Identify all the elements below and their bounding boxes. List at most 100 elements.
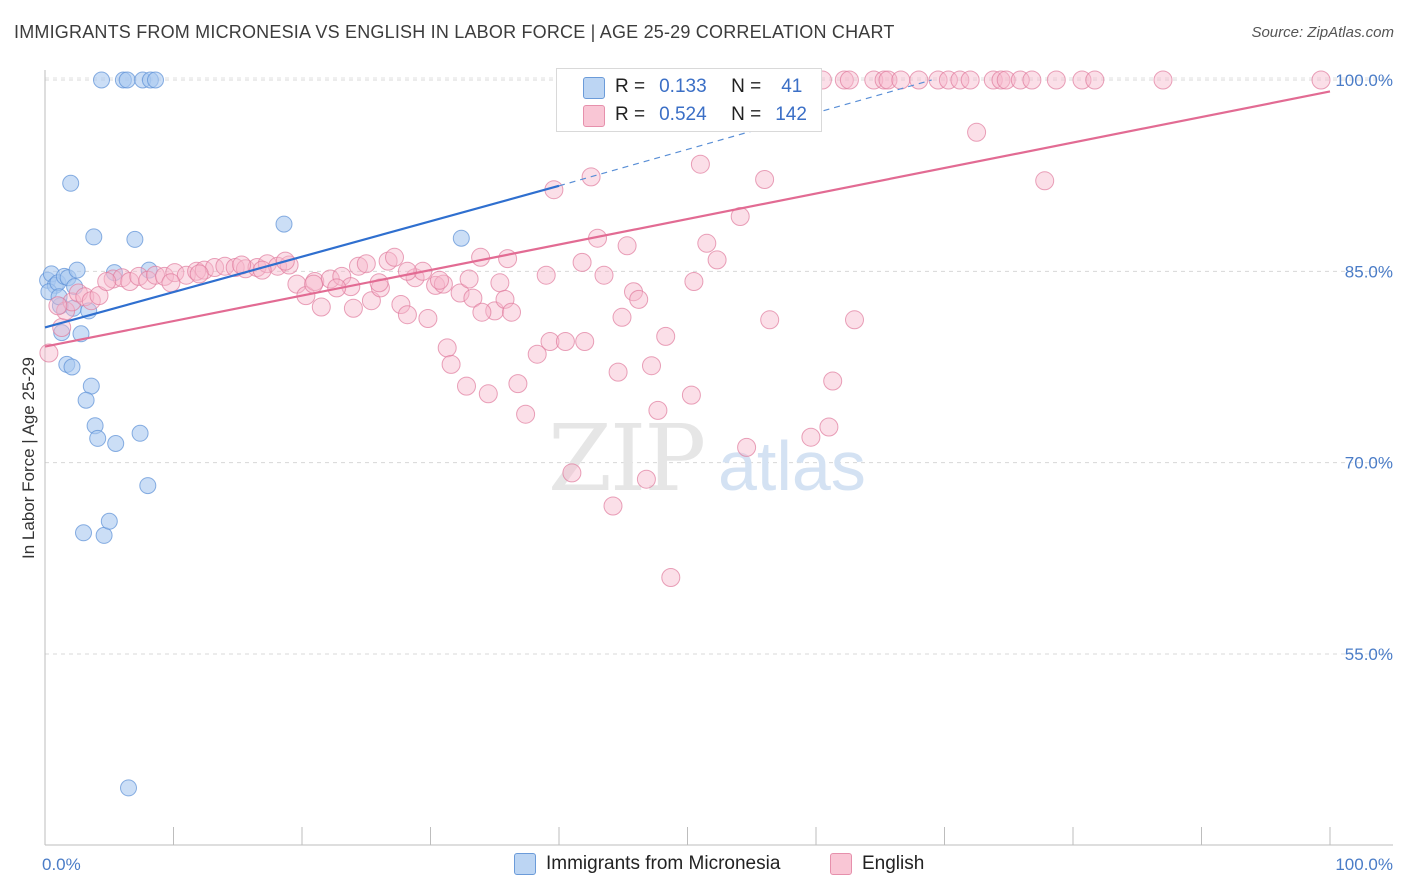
point-english bbox=[1010, 70, 1030, 90]
point-micronesia bbox=[131, 424, 149, 442]
bottom-legend-swatch bbox=[830, 853, 852, 875]
point-english bbox=[463, 288, 483, 308]
point-english bbox=[661, 568, 681, 587]
point-micronesia bbox=[89, 429, 107, 447]
trend-english bbox=[44, 90, 1331, 348]
legend-row-english: R = 0.524 N = 142 bbox=[615, 103, 807, 127]
point-english bbox=[1022, 70, 1042, 90]
point-english bbox=[1085, 70, 1105, 90]
bottom-legend-label: Immigrants from Micronesia bbox=[546, 853, 781, 874]
point-english bbox=[960, 70, 980, 90]
point-english bbox=[760, 310, 780, 330]
point-english bbox=[97, 272, 117, 291]
legend-n-label: N = bbox=[731, 104, 762, 125]
point-english bbox=[845, 310, 864, 330]
legend-swatch-micronesia bbox=[583, 77, 605, 99]
point-english bbox=[594, 265, 614, 285]
source-label: Source: ZipAtlas.com bbox=[1251, 24, 1394, 41]
point-english bbox=[823, 371, 843, 391]
x-tick-max: 100.0% bbox=[1335, 855, 1393, 874]
point-english bbox=[629, 289, 649, 309]
watermark-atlas: atlas bbox=[718, 427, 866, 505]
point-english bbox=[967, 122, 987, 142]
point-english bbox=[450, 283, 470, 303]
point-english bbox=[1311, 70, 1331, 90]
point-english bbox=[938, 70, 958, 90]
legend-r-value: 0.524 bbox=[659, 104, 707, 125]
point-english bbox=[490, 273, 510, 293]
point-english bbox=[612, 307, 632, 327]
point-english bbox=[572, 252, 592, 272]
point-english bbox=[311, 297, 331, 317]
point-english bbox=[834, 70, 854, 90]
legend-box: R = 0.133 N = 41 R = 0.524 N = 142 bbox=[556, 68, 822, 132]
point-english bbox=[165, 263, 185, 283]
point-english bbox=[874, 70, 894, 90]
trend-lines bbox=[44, 79, 1331, 348]
y-axis-label: In Labor Force | Age 25-29 bbox=[19, 357, 38, 559]
point-english bbox=[642, 356, 661, 376]
point-english bbox=[304, 274, 324, 294]
y-tick-label: 100.0% bbox=[1335, 71, 1393, 90]
legend-r-label: R = bbox=[615, 76, 646, 97]
legend-r-value: 0.133 bbox=[659, 76, 707, 97]
point-english bbox=[161, 273, 181, 293]
y-tick-label: 55.0% bbox=[1345, 645, 1393, 664]
point-english bbox=[508, 374, 528, 394]
trend-micronesia bbox=[44, 184, 560, 329]
point-english bbox=[755, 170, 775, 189]
point-english bbox=[1035, 171, 1055, 191]
legend-n-value: 41 bbox=[781, 76, 803, 97]
point-english bbox=[864, 70, 884, 90]
y-tick-label: 70.0% bbox=[1345, 454, 1393, 473]
axes bbox=[44, 70, 1393, 846]
point-english bbox=[648, 400, 668, 420]
chart-title: IMMIGRANTS FROM MICRONESIA VS ENGLISH IN… bbox=[14, 22, 895, 42]
point-micronesia bbox=[63, 358, 81, 376]
point-english bbox=[349, 256, 368, 276]
point-english bbox=[459, 269, 479, 289]
watermark-zip: ZIP bbox=[548, 405, 704, 512]
point-english bbox=[540, 332, 560, 351]
point-english bbox=[603, 496, 623, 516]
legend-n-value: 142 bbox=[775, 104, 807, 125]
point-micronesia bbox=[118, 71, 136, 89]
point-english bbox=[839, 70, 859, 90]
point-english bbox=[684, 272, 704, 291]
point-english bbox=[39, 343, 59, 363]
point-micronesia bbox=[126, 230, 144, 248]
point-micronesia bbox=[85, 228, 103, 246]
point-micronesia bbox=[75, 524, 92, 542]
point-micronesia bbox=[452, 229, 470, 247]
point-english bbox=[385, 247, 404, 267]
point-micronesia bbox=[77, 391, 95, 409]
point-english bbox=[478, 384, 498, 404]
point-micronesia bbox=[107, 435, 125, 452]
point-english bbox=[391, 295, 411, 314]
point-english bbox=[430, 270, 449, 290]
point-english bbox=[215, 256, 235, 276]
point-english bbox=[527, 344, 547, 364]
point-english bbox=[516, 404, 536, 424]
point-english bbox=[617, 236, 637, 256]
bottom-legend-label: English bbox=[862, 853, 925, 874]
point-english bbox=[707, 250, 727, 270]
point-english bbox=[1153, 70, 1173, 90]
point-micronesia bbox=[62, 174, 80, 192]
point-english bbox=[991, 70, 1011, 90]
point-english bbox=[950, 70, 970, 90]
point-english bbox=[983, 70, 1003, 90]
point-english bbox=[681, 385, 701, 405]
point-english bbox=[433, 274, 453, 294]
point-micronesia bbox=[68, 261, 86, 279]
bottom-legend-micronesia: Immigrants from Micronesia bbox=[514, 852, 780, 876]
point-english bbox=[129, 266, 149, 286]
trend-micronesia-extension bbox=[558, 79, 932, 187]
point-micronesia bbox=[139, 477, 157, 495]
point-english bbox=[369, 273, 389, 293]
point-english bbox=[690, 154, 710, 174]
series-english bbox=[39, 70, 1331, 587]
gridlines bbox=[45, 77, 1390, 655]
point-micronesia bbox=[100, 512, 118, 530]
